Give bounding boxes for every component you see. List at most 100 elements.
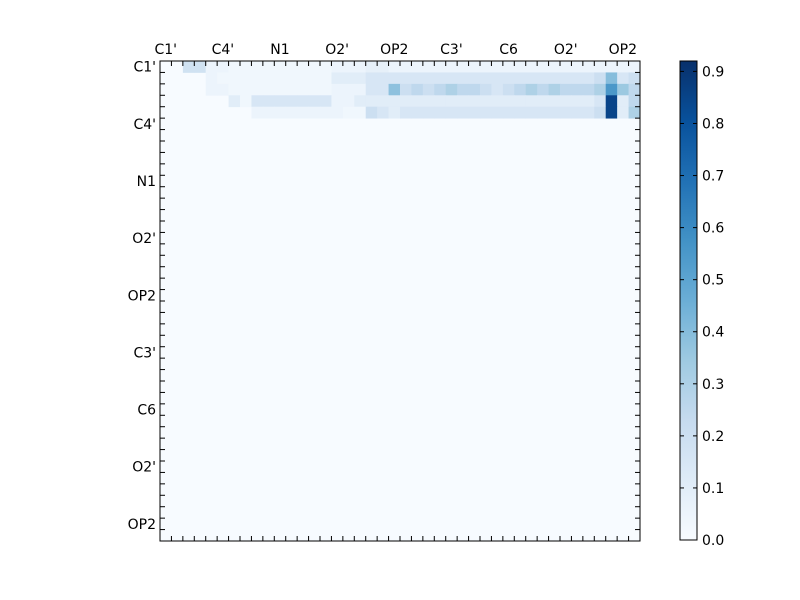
heatmap-cell xyxy=(617,61,629,73)
heatmap-cell xyxy=(514,72,527,85)
y-tick-label: OP2 xyxy=(128,517,156,533)
heatmap-cell xyxy=(422,83,435,96)
heatmap-cell xyxy=(560,61,572,73)
heatmap-cell xyxy=(411,61,424,73)
heatmap-cell xyxy=(205,72,218,85)
heatmap-cell xyxy=(548,72,561,85)
colorbar xyxy=(679,60,698,541)
heatmap-cell xyxy=(457,95,469,108)
heatmap-cell xyxy=(320,106,332,119)
heatmap-cell xyxy=(228,83,241,96)
heatmap-cell xyxy=(331,106,344,119)
heatmap-cell xyxy=(605,72,618,85)
heatmap-cell xyxy=(411,83,424,96)
x-tick-label: C1' xyxy=(154,42,177,58)
heatmap-cell xyxy=(240,95,252,108)
colorbar-tick-label: 0.9 xyxy=(702,64,724,80)
heatmap-cell xyxy=(262,61,275,73)
heatmap-cell xyxy=(491,83,504,96)
heatmap-cell xyxy=(331,83,344,96)
heatmap-cell xyxy=(354,95,367,108)
heatmap-cell xyxy=(205,61,218,73)
heatmap-cell xyxy=(537,95,549,108)
heatmap-cell xyxy=(560,106,572,119)
heatmap-cell xyxy=(468,83,481,96)
heatmap-cell xyxy=(411,95,424,108)
x-tick-label: OP2 xyxy=(609,42,637,58)
y-tick-label: C3' xyxy=(133,345,156,361)
heatmap-cell xyxy=(217,83,229,96)
heatmap-cell xyxy=(537,72,549,85)
heatmap-cell xyxy=(628,106,641,119)
heatmap-cell xyxy=(320,83,332,96)
heatmap-cell xyxy=(537,83,549,96)
heatmap-cell xyxy=(388,95,401,108)
heatmap-cell xyxy=(331,61,344,73)
heatmap-cell xyxy=(342,106,355,119)
heatmap-cell xyxy=(320,95,332,108)
heatmap-cell xyxy=(502,95,515,108)
heatmap-cell xyxy=(480,72,492,85)
heatmap-cell xyxy=(308,72,321,85)
y-tick-label: OP2 xyxy=(128,288,156,304)
y-tick-label: C4' xyxy=(133,117,156,133)
x-tick-label: O2' xyxy=(554,42,578,58)
heatmap-cell xyxy=(354,72,367,85)
heatmap-cell xyxy=(308,83,321,96)
colorbar-tick-label: 0.7 xyxy=(702,169,724,185)
heatmap-cell xyxy=(365,72,378,85)
heatmap-cell xyxy=(468,95,481,108)
heatmap-cell xyxy=(468,72,481,85)
heatmap-cell xyxy=(388,61,401,73)
heatmap-cell xyxy=(354,106,367,119)
heatmap-cell xyxy=(525,83,538,96)
heatmap-cell xyxy=(525,106,538,119)
heatmap-cell xyxy=(285,61,298,73)
heatmap-background xyxy=(160,61,640,541)
heatmap-cell xyxy=(342,61,355,73)
heatmap-cell xyxy=(422,72,435,85)
heatmap-cell xyxy=(571,61,584,73)
heatmap-cell xyxy=(548,83,561,96)
x-tick-label: C3' xyxy=(440,42,463,58)
heatmap-cell xyxy=(297,83,309,96)
heatmap-cell xyxy=(617,95,629,108)
heatmap-cell xyxy=(434,95,447,108)
heatmap-cell xyxy=(582,95,595,108)
heatmap-cell xyxy=(525,72,538,85)
y-tick-label: C1' xyxy=(133,60,156,76)
heatmap-cell xyxy=(628,72,641,85)
colorbar-tick-label: 0.2 xyxy=(702,429,724,445)
heatmap-cell xyxy=(320,61,332,73)
heatmap-cell xyxy=(297,95,309,108)
heatmap-cell xyxy=(228,61,241,73)
heatmap-cell xyxy=(491,61,504,73)
colorbar-tick-label: 0.0 xyxy=(702,533,724,549)
heatmap-cell xyxy=(240,72,252,85)
heatmap-cell xyxy=(434,61,447,73)
heatmap-cell xyxy=(388,106,401,119)
heatmap-cell xyxy=(514,83,527,96)
heatmap-cell xyxy=(297,61,309,73)
heatmap-cell xyxy=(445,83,458,96)
heatmap-cell xyxy=(468,106,481,119)
heatmap-cell xyxy=(331,72,344,85)
y-tick-label: O2' xyxy=(132,231,156,247)
heatmap-cell xyxy=(331,95,344,108)
heatmap-cell xyxy=(594,61,607,73)
heatmap-cell xyxy=(502,106,515,119)
heatmap-cell xyxy=(514,106,527,119)
heatmap-cell xyxy=(571,95,584,108)
heatmap-cell xyxy=(274,95,287,108)
heatmap-cell xyxy=(457,72,469,85)
heatmap-cell xyxy=(445,95,458,108)
heatmap-cell xyxy=(525,61,538,73)
heatmap-cell xyxy=(480,61,492,73)
heatmap-cell xyxy=(594,95,607,108)
heatmap-cell xyxy=(628,83,641,96)
heatmap-cell xyxy=(251,61,264,73)
x-tick-label: OP2 xyxy=(380,42,408,58)
heatmap-cell xyxy=(365,106,378,119)
y-tick-label: O2' xyxy=(132,460,156,476)
y-tick-labels: C1' C4' N1 O2' OP2 C3' C6 O2' OP2 xyxy=(128,60,156,533)
